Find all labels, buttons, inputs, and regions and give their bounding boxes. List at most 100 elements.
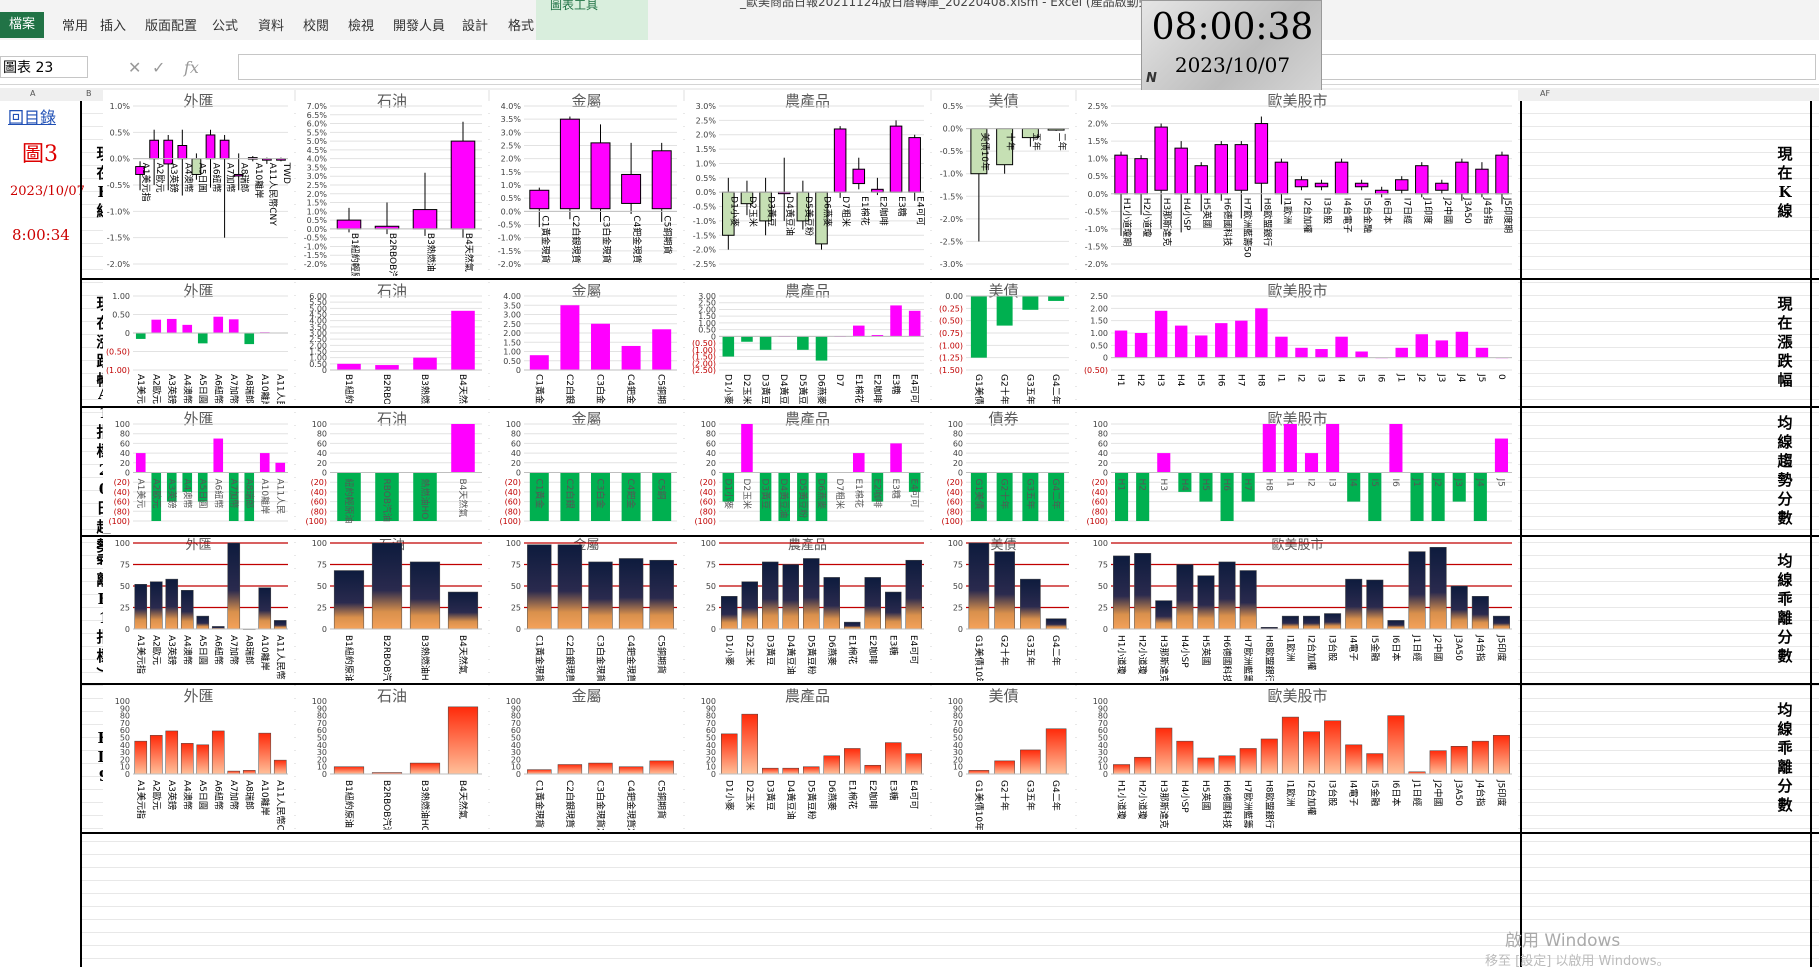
chart-1-1[interactable]: 石油 6.00 5.50 5.00 4.50 4.00 3.50 3.00 2.50 2.00 1.…: [296, 280, 488, 404]
tab-insert[interactable]: 插入: [100, 19, 127, 34]
chart-1-3[interactable]: 農產品 3.00 2.50 2.00 1.50 1.00 0.50 0 (0.50) (1.00)…: [685, 280, 930, 404]
tick-label: 2.50: [503, 320, 521, 329]
chart-2-0[interactable]: 外匯 100 80 60 40 20 0 (20) (40) (60) (80) (100) A1美元 A…: [103, 408, 294, 533]
candle-body: [1114, 154, 1128, 195]
category-label: J5印度: [1495, 634, 1507, 661]
chart-1-0[interactable]: 外匯 1.00 0.50 0 (0.50) (1.00) A1美元指 A2歐元 A3英鎊 A4澳幣…: [103, 280, 294, 404]
category-label: A2歐元: [154, 163, 166, 193]
bar: [333, 570, 365, 630]
tick-label: 0: [322, 770, 327, 779]
chart-2-5[interactable]: 歐美股市 100 80 60 40 20 0 (20) (40) (60) (80) (100) H1 H…: [1077, 408, 1518, 533]
tick-label: 3.5%: [501, 115, 522, 124]
chart-4-4[interactable]: 美債 100 90 80 70 60 50 40 30 20 10 0 G1美債10年 G2十年 G3五年 G…: [932, 685, 1075, 830]
chart-0-0[interactable]: 外匯 1.0% 0.5% 0.0% -0.5% -1.0% -1.5% -2.0% A1美元指 A…: [103, 90, 294, 276]
tab-file[interactable]: 檔案: [0, 12, 44, 38]
category-label: A4澳幣: [181, 479, 193, 509]
chart-svg: 美債0.00(0.25)(0.50)(0.75)(1.00)(1.25)(1.5…: [939, 282, 1069, 404]
chart-title: 美債: [988, 687, 1018, 705]
tick-label: 2.0%: [1088, 120, 1109, 129]
chart-3-1[interactable]: 石油1007550250B1紐約原油B2RBOB汽油B3熱燃油HOB4天然氣: [296, 537, 488, 681]
bar: [1020, 749, 1041, 775]
tick-label: 2.50: [1090, 292, 1108, 301]
chart-2-3[interactable]: 農產品 100 80 60 40 20 0 (20) (40) (60) (80) (100) D1小麥…: [685, 408, 930, 533]
category-label: H6德國科技: [1221, 780, 1233, 829]
bar: [529, 355, 549, 370]
tab-page-layout[interactable]: 版面配置: [145, 19, 198, 34]
chart-4-5[interactable]: 歐美股市 100 90 80 70 60 50 40 30 20 10 0 H1小道瓊 H2小道瓊 H3那斯…: [1077, 685, 1518, 830]
chart-4-1[interactable]: 石油 100 90 80 70 60 50 40 30 20 10 0 B1紐約原油 B2RBOB汽油 B3…: [296, 685, 488, 830]
name-box[interactable]: 圖表 23: [0, 56, 88, 78]
chart-0-2[interactable]: 金屬 4.0% 3.5% 3.0% 2.5% 2.0% 1.5% 1.0% 0.5% 0.0% -0…: [490, 90, 683, 276]
chart-0-1[interactable]: 石油 7.0% 6.5% 6.0% 5.5% 5.0% 4.5% 4.0% 3.5% 3.0% 2.…: [296, 90, 488, 276]
bar: [166, 318, 177, 333]
chart-2-1[interactable]: 石油 100 80 60 40 20 0 (20) (40) (60) (80) (100) 紐約輕原油…: [296, 408, 488, 533]
tab-data[interactable]: 資料: [258, 19, 285, 34]
tick-label: 30: [120, 748, 130, 757]
chart-4-0[interactable]: 外匯 100 90 80 70 60 50 40 30 20 10 0 A1美元指 A2歐元 A3英鎊 A4澳…: [103, 685, 294, 830]
tab-view[interactable]: 檢視: [348, 19, 375, 34]
chart-title: 美債: [990, 538, 1016, 553]
bar: [803, 766, 820, 775]
tick-label: (2.50): [692, 366, 716, 375]
chart-1-5[interactable]: 歐美股市 2.50 2.00 1.50 1.00 0.50 0 (0.50) H1 H2 H3 H4 H…: [1077, 280, 1518, 404]
column-header-AF[interactable]: AF: [1540, 89, 1551, 98]
chart-4-3[interactable]: 農產品 100 90 80 70 60 50 40 30 20 10 0 D1小麥 D2玉米 D3黃豆 D4黃…: [685, 685, 930, 830]
column-header-A[interactable]: A: [30, 89, 36, 98]
tick-label: 80: [706, 712, 716, 721]
bar: [797, 336, 809, 350]
chart-title: 石油: [377, 410, 407, 428]
chart-3-0[interactable]: 外匯 100 75 50 25 0 A1美元指 A2歐元 A3英鎊 A4澳幣 A5日圓 A6紐幣 A7加…: [103, 537, 294, 681]
function-icon[interactable]: fx: [184, 58, 199, 77]
bar: [1045, 618, 1067, 630]
category-label: A6紐幣: [212, 635, 224, 665]
category-label: A7加幣: [225, 163, 237, 193]
candle-body: [1495, 154, 1509, 195]
bar: [996, 472, 1013, 521]
window-title: _歐美商品日報20211124版日曆轉庫_20220408.xlsm - Exc…: [740, 0, 1168, 9]
table-of-contents-link[interactable]: 回目錄: [8, 108, 57, 127]
chart-3-2[interactable]: 金屬 100 75 50 25 0 C1黃金現貨 C2白銀現貨 C3白金現貨XPT C4鈀金現貨X…: [490, 537, 683, 681]
tick-label: 40: [511, 741, 521, 750]
confirm-icon[interactable]: ✓: [152, 58, 166, 77]
tab-home[interactable]: 常用: [62, 19, 89, 34]
category-label: J1日經: [1411, 634, 1423, 661]
chart-4-2[interactable]: 金屬 100 90 80 70 60 50 40 30 20 10 0 C1黃金現貨 C2白銀現貨 C3白金…: [490, 685, 683, 830]
chart-0-3[interactable]: 農產品 3.0% 2.5% 2.0% 1.5% 1.0% 0.5% 0.0% -0.5% -1.0…: [685, 90, 930, 276]
category-label: E4可可: [908, 635, 919, 664]
tick-label: 60: [706, 726, 716, 735]
candle-body: [1234, 144, 1249, 191]
bar: [180, 743, 194, 775]
category-label: H2小道瓊: [1137, 635, 1149, 675]
tab-review[interactable]: 校閱: [303, 19, 330, 34]
category-label: A1美元指: [135, 374, 147, 404]
tick-label: 1.5%: [696, 145, 717, 154]
chart-0-4[interactable]: 美債 0.5% 0.0% -0.5% -1.0% -1.5% -2.0% -2.5% -3.0%…: [932, 90, 1075, 276]
chart-3-5[interactable]: 歐美股市 100 75 50 25 0 H1小道瓊 H2小道瓊 H3那斯達克 H4小SP H5英國 H…: [1077, 537, 1518, 681]
tick-label: 2.00: [1090, 304, 1108, 313]
chart-1-4[interactable]: 美債 0.00 (0.25) (0.50) (0.75) (1.00) (1.25) (1.5…: [932, 280, 1075, 404]
chart-1-2[interactable]: 金屬 4.00 3.50 3.00 2.50 2.00 1.50 1.00 0.50 0 C1黃金現…: [490, 280, 683, 404]
chart-2-2[interactable]: 金屬 100 80 60 40 20 0 (20) (40) (60) (80) (100) C1黃金 C…: [490, 408, 683, 533]
category-label: A7加幣: [228, 479, 240, 509]
category-label: H7歐洲藍籌: [1242, 780, 1254, 829]
chart-3-3[interactable]: 農產品 100 75 50 25 0 D1小麥 D2玉米 D3黃豆 D4黃豆油 D5黃豆粉 D6燕麥 E…: [685, 537, 930, 681]
chart-0-5[interactable]: 歐美股市 2.5% 2.0% 1.5% 1.0% 0.5% 0.0% -0.5% -1.0% -1…: [1077, 90, 1518, 276]
column-header-B[interactable]: B: [86, 89, 92, 98]
chart-3-4[interactable]: 美債 100 75 50 25 0 G1美債10年 G2十年 G3五年 G4二年: [932, 537, 1075, 681]
candle-body: [559, 118, 580, 210]
bar: [588, 762, 613, 775]
tick-label: 0: [125, 469, 130, 478]
chart-svg: 石油1007550250B1紐約原油B2RBOB汽油B3熱燃油HOB4天然氣: [312, 538, 482, 681]
formula-input[interactable]: [238, 54, 1816, 80]
tab-formulas[interactable]: 公式: [212, 19, 239, 34]
tab-design[interactable]: 設計: [462, 19, 489, 34]
bar: [1174, 325, 1188, 358]
category-label: B2RBOB汽油: [381, 635, 393, 681]
tab-format[interactable]: 格式: [508, 19, 535, 34]
chart-2-4[interactable]: 債券 100 80 60 40 20 0 (20) (40) (60) (80) (100) G1美債 G…: [932, 408, 1075, 533]
tab-developer[interactable]: 開發人員: [393, 19, 446, 34]
tick-label: 0.5%: [696, 174, 717, 183]
bar: [1134, 333, 1148, 358]
cancel-icon[interactable]: ✕: [128, 58, 142, 77]
